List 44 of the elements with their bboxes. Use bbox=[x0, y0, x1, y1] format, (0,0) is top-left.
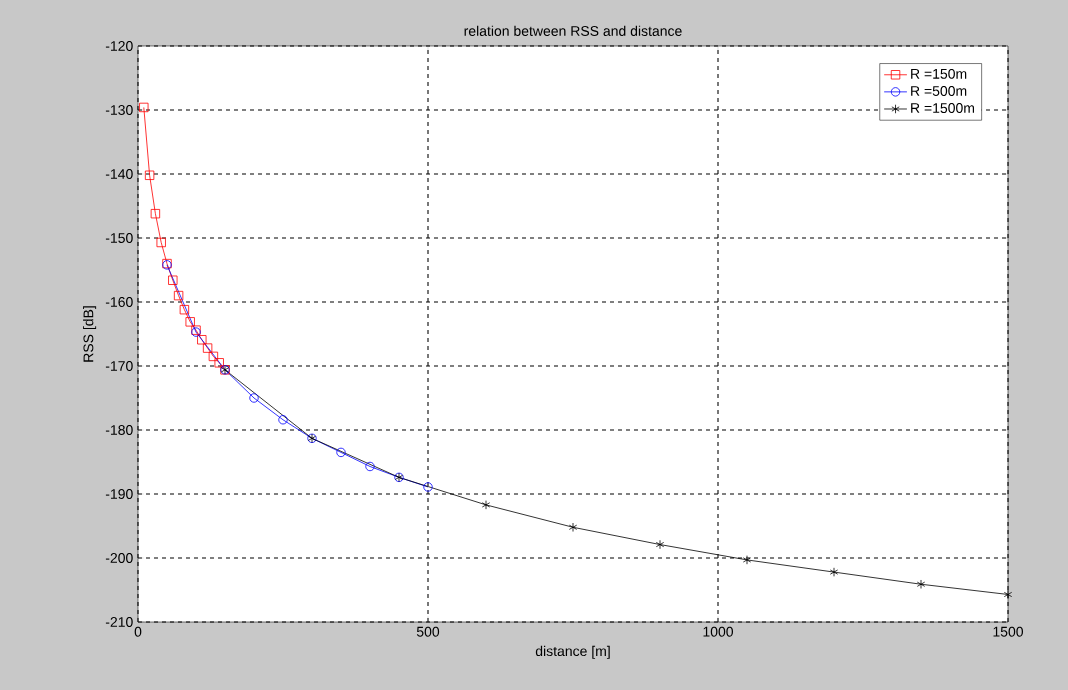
point bbox=[336, 447, 346, 458]
point bbox=[655, 539, 665, 550]
point bbox=[481, 500, 491, 510]
y-tick-label: -160 bbox=[105, 297, 133, 307]
point bbox=[173, 290, 184, 301]
x-axis-title: distance [m] bbox=[535, 645, 610, 659]
point bbox=[568, 522, 578, 532]
legend-label: R =150m bbox=[911, 68, 967, 79]
point bbox=[202, 343, 213, 353]
y-tick-label: -210 bbox=[105, 617, 133, 627]
x-tick-label: 1500 bbox=[993, 626, 1024, 637]
y-tick-label: -150 bbox=[105, 233, 133, 243]
point bbox=[423, 482, 433, 492]
point bbox=[249, 393, 259, 403]
point bbox=[278, 415, 288, 425]
point bbox=[156, 237, 166, 248]
y-tick-label: -140 bbox=[105, 169, 133, 179]
y-tick-label: -120 bbox=[105, 41, 133, 51]
point bbox=[1003, 589, 1013, 600]
legend-label: R =1500m bbox=[911, 103, 975, 114]
y-tick-label: -130 bbox=[105, 105, 133, 115]
y-tick-label: -200 bbox=[105, 553, 133, 563]
point bbox=[150, 209, 161, 219]
point bbox=[829, 567, 839, 577]
point bbox=[214, 358, 224, 368]
y-tick-label: -180 bbox=[105, 425, 133, 435]
point bbox=[365, 461, 375, 472]
point bbox=[185, 317, 195, 327]
chart-title: relation between RSS and distance bbox=[464, 25, 682, 36]
x-tick-label: 1000 bbox=[703, 626, 734, 637]
y-tick-label: -170 bbox=[105, 361, 133, 371]
x-tick-label: 500 bbox=[416, 626, 440, 637]
point bbox=[197, 335, 207, 345]
legend-label: R =500m bbox=[911, 86, 967, 96]
point bbox=[144, 170, 155, 180]
y-axis-title: RSS [dB] bbox=[83, 306, 97, 362]
y-tick-label: -190 bbox=[105, 489, 133, 499]
point bbox=[742, 555, 752, 565]
point bbox=[208, 351, 219, 362]
point bbox=[168, 275, 178, 285]
x-tick-label: 0 bbox=[134, 626, 142, 637]
point bbox=[139, 102, 149, 113]
point bbox=[179, 305, 190, 315]
point bbox=[916, 579, 926, 589]
